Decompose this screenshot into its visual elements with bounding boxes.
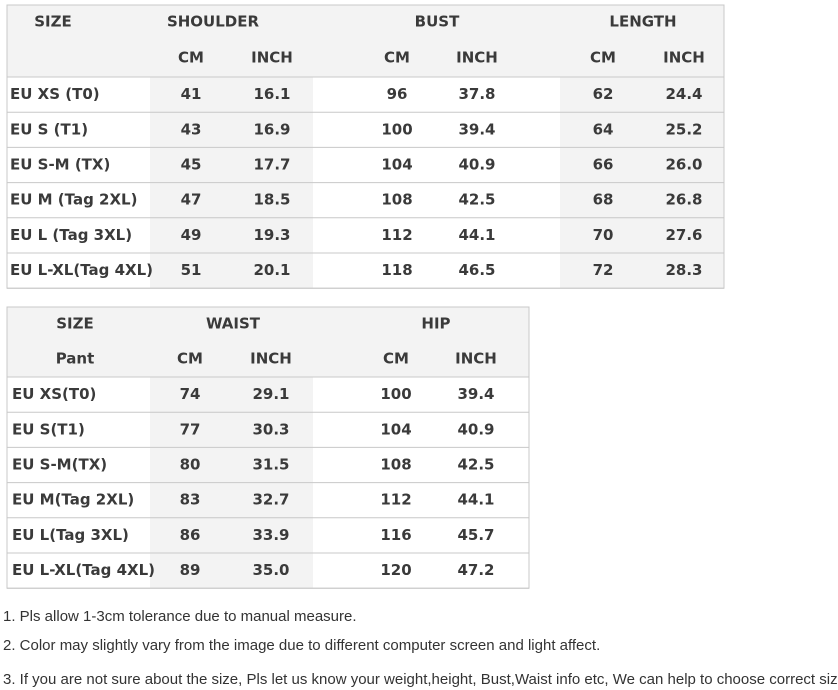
- cell: 44.1: [458, 226, 495, 244]
- cell: 30.3: [252, 420, 289, 438]
- cell: 39.4: [458, 120, 495, 138]
- cell: 116: [380, 526, 411, 544]
- cell: 40.9: [458, 156, 495, 174]
- header-bg: [7, 307, 529, 377]
- cell: 43: [181, 120, 202, 138]
- size-label: EU L-XL(Tag 4XL): [12, 561, 155, 579]
- cell: 108: [381, 191, 412, 209]
- cell: 39.4: [457, 385, 494, 403]
- header-bg: [7, 5, 724, 77]
- cell: 27.6: [665, 226, 702, 244]
- cell: 47: [181, 191, 202, 209]
- cell: 26.0: [665, 156, 702, 174]
- sub-header: Pant: [56, 350, 95, 368]
- size-label: EU L (Tag 3XL): [10, 226, 132, 244]
- table-border: [6, 4, 725, 289]
- cell: 17.7: [253, 156, 290, 174]
- cell: 62: [593, 85, 614, 103]
- cell: 16.1: [253, 85, 290, 103]
- sub-header: INCH: [456, 49, 498, 67]
- cell: 33.9: [252, 526, 289, 544]
- note: 1. Pls allow 1-3cm tolerance due to manu…: [3, 608, 357, 625]
- cell: 66: [593, 156, 614, 174]
- cell: 31.5: [252, 456, 289, 474]
- group-header: BUST: [415, 13, 460, 31]
- cell: 77: [180, 420, 201, 438]
- cell: 72: [593, 261, 614, 279]
- size-label: EU S (T1): [10, 120, 88, 138]
- cell: 51: [181, 261, 202, 279]
- note: 3. If you are not sure about the size, P…: [3, 671, 838, 688]
- size-label: EU M(Tag 2XL): [12, 491, 134, 509]
- cell: 44.1: [457, 491, 494, 509]
- cell: 118: [381, 261, 412, 279]
- note: 2. Color may slightly vary from the imag…: [3, 637, 600, 654]
- group-header: WAIST: [206, 315, 261, 333]
- cell: 100: [380, 385, 411, 403]
- size-label: EU L(Tag 3XL): [12, 526, 129, 544]
- sub-header: INCH: [663, 49, 705, 67]
- cell: 24.4: [665, 85, 702, 103]
- cell: 16.9: [253, 120, 290, 138]
- sub-header: CM: [178, 49, 204, 67]
- group-header: LENGTH: [609, 13, 676, 31]
- cell: 108: [380, 456, 411, 474]
- cell: 120: [380, 561, 411, 579]
- table-border: [6, 306, 530, 589]
- cell: 83: [180, 491, 201, 509]
- group-header: SHOULDER: [167, 13, 260, 31]
- cell: 104: [381, 156, 412, 174]
- sub-header: CM: [383, 350, 409, 368]
- cell: 25.2: [665, 120, 702, 138]
- cell: 45.7: [457, 526, 494, 544]
- cell: 45: [181, 156, 202, 174]
- size-label: EU XS (T0): [10, 85, 100, 103]
- sub-header: INCH: [250, 350, 292, 368]
- cell: 29.1: [252, 385, 289, 403]
- cell: 46.5: [458, 261, 495, 279]
- sub-header: INCH: [455, 350, 497, 368]
- cell: 74: [180, 385, 201, 403]
- sub-header: INCH: [251, 49, 293, 67]
- sub-header: CM: [384, 49, 410, 67]
- cell: 26.8: [665, 191, 702, 209]
- cell: 64: [593, 120, 614, 138]
- cell: 86: [180, 526, 201, 544]
- size-label: EU L-XL(Tag 4XL): [10, 261, 153, 279]
- cell: 112: [380, 491, 411, 509]
- cell: 89: [180, 561, 201, 579]
- group-header: SIZE: [56, 315, 94, 333]
- size-label: EU S-M (TX): [10, 156, 110, 174]
- cell: 42.5: [457, 456, 494, 474]
- group-header: HIP: [421, 315, 450, 333]
- cell: 100: [381, 120, 412, 138]
- size-label: EU M (Tag 2XL): [10, 191, 137, 209]
- sub-header: CM: [177, 350, 203, 368]
- size-label: EU XS(T0): [12, 385, 96, 403]
- cell: 40.9: [457, 420, 494, 438]
- cell: 70: [593, 226, 614, 244]
- cell: 112: [381, 226, 412, 244]
- cell: 20.1: [253, 261, 290, 279]
- cell: 35.0: [252, 561, 289, 579]
- cell: 96: [387, 85, 408, 103]
- cell: 37.8: [458, 85, 495, 103]
- cell: 104: [380, 420, 411, 438]
- group-header: SIZE: [34, 13, 72, 31]
- cell: 28.3: [665, 261, 702, 279]
- size-label: EU S-M(TX): [12, 456, 107, 474]
- cell: 47.2: [457, 561, 494, 579]
- cell: 80: [180, 456, 201, 474]
- cell: 32.7: [252, 491, 289, 509]
- cell: 18.5: [253, 191, 290, 209]
- cell: 41: [181, 85, 202, 103]
- sub-header: CM: [590, 49, 616, 67]
- cell: 42.5: [458, 191, 495, 209]
- cell: 68: [593, 191, 614, 209]
- cell: 19.3: [253, 226, 290, 244]
- cell: 49: [181, 226, 202, 244]
- size-label: EU S(T1): [12, 420, 85, 438]
